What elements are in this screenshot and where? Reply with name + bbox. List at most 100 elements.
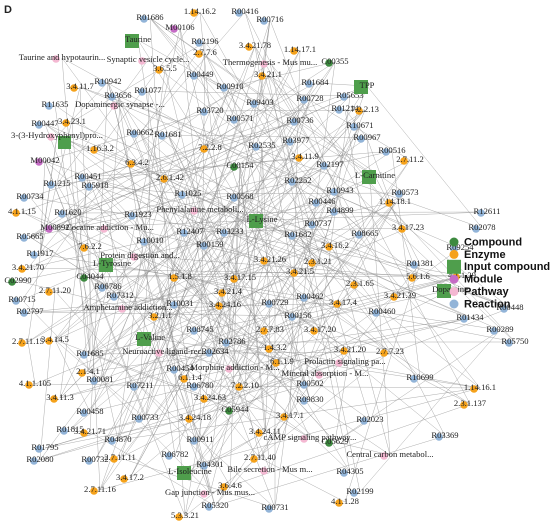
node-label: R05320 bbox=[201, 500, 228, 510]
edge bbox=[297, 315, 351, 351]
edge bbox=[269, 275, 463, 331]
edge bbox=[259, 457, 346, 503]
node-label: R00911 bbox=[187, 434, 214, 444]
edge bbox=[71, 121, 91, 355]
edge bbox=[67, 212, 119, 441]
reaction-node bbox=[250, 100, 258, 108]
pathway-node bbox=[260, 467, 268, 475]
enzyme-node bbox=[260, 327, 268, 335]
node-label: R00460 bbox=[368, 306, 395, 316]
node-label: 3.4.21.39 bbox=[384, 290, 416, 300]
edge bbox=[267, 74, 516, 343]
edge bbox=[199, 385, 481, 389]
edge bbox=[169, 177, 226, 306]
edge bbox=[139, 45, 256, 387]
edge bbox=[129, 304, 226, 479]
enzyme-node bbox=[155, 66, 163, 74]
reaction-node bbox=[500, 305, 508, 313]
edge bbox=[159, 74, 269, 317]
enzyme-node bbox=[230, 275, 238, 283]
edge bbox=[39, 61, 336, 461]
node-label: R00910 bbox=[216, 81, 243, 91]
reaction-node bbox=[140, 238, 148, 246]
reaction-node bbox=[265, 300, 273, 308]
node-label: R00446 bbox=[308, 196, 336, 206]
pathway-node bbox=[315, 371, 323, 379]
edge bbox=[29, 302, 344, 313]
reaction-node bbox=[288, 313, 296, 321]
edge bbox=[214, 261, 319, 353]
node-label: 1.14.16.1 bbox=[464, 382, 496, 392]
pathway-node bbox=[118, 305, 126, 313]
enzyme-node bbox=[290, 47, 298, 55]
reaction-node bbox=[190, 383, 198, 391]
node-label: 2.7.7.6 bbox=[193, 47, 217, 57]
reaction-node bbox=[505, 339, 513, 347]
node-label: TPP bbox=[360, 80, 375, 90]
enzyme-node bbox=[295, 154, 303, 162]
reaction-node bbox=[372, 309, 380, 317]
node-label: 4.1.1.28 bbox=[331, 496, 359, 506]
node-label: Morphine addiction - M... bbox=[190, 362, 279, 372]
reaction-node bbox=[140, 15, 148, 23]
reaction-node bbox=[12, 297, 20, 305]
node-label: 3.4.11.9 bbox=[291, 151, 319, 161]
node-label: R06782 bbox=[161, 449, 188, 459]
node-label: 3.4.11.3 bbox=[46, 392, 74, 402]
reaction-node bbox=[435, 433, 443, 441]
node-label: R00449 bbox=[186, 69, 213, 79]
input-node bbox=[137, 332, 151, 346]
node-label: 1.14.18.1 bbox=[379, 196, 411, 206]
node-label: Mineral absorption - M... bbox=[282, 368, 369, 378]
edge bbox=[274, 61, 336, 509]
edge bbox=[254, 45, 401, 297]
reaction-node bbox=[395, 190, 403, 198]
edge bbox=[187, 192, 406, 195]
edge bbox=[167, 134, 241, 279]
edge bbox=[117, 387, 481, 441]
reaction-node bbox=[90, 377, 98, 385]
enzyme-node bbox=[45, 288, 53, 296]
node-label: R09403 bbox=[246, 97, 273, 107]
module-node bbox=[35, 158, 43, 166]
reaction-node bbox=[320, 162, 328, 170]
node-label: L-Lysine bbox=[246, 214, 277, 224]
edge bbox=[244, 145, 263, 387]
enzyme-node bbox=[18, 339, 26, 347]
edge bbox=[297, 275, 463, 317]
edge bbox=[94, 61, 336, 461]
reaction-node bbox=[98, 79, 106, 87]
edge bbox=[209, 137, 368, 246]
module-node bbox=[45, 225, 53, 233]
edge bbox=[194, 192, 406, 419]
node-label: R10943 bbox=[326, 185, 353, 195]
edge bbox=[94, 244, 211, 461]
node-label: 2.7.11.2 bbox=[396, 154, 424, 164]
node-label: 7.2.2.10 bbox=[231, 380, 259, 390]
node-label: 5.3.3.21 bbox=[171, 510, 199, 520]
reaction-node bbox=[288, 178, 296, 186]
edge bbox=[204, 41, 481, 389]
edge bbox=[89, 271, 301, 278]
node-label: M00892 bbox=[40, 222, 69, 232]
node-label: 3.4.17.4 bbox=[329, 297, 358, 307]
reaction-node bbox=[477, 209, 485, 217]
edge bbox=[149, 17, 241, 120]
edge bbox=[69, 109, 366, 431]
node-label: Dopaminergic synapse -... bbox=[75, 99, 165, 109]
node-label: R01434 bbox=[456, 312, 484, 322]
edge bbox=[89, 49, 301, 413]
node-label: R01815 bbox=[56, 424, 83, 434]
edge bbox=[56, 135, 501, 331]
node-label: Bile secretion - Mus m... bbox=[227, 464, 312, 474]
node-label: 2.1.4.1 bbox=[76, 366, 100, 376]
node-label: R10699 bbox=[406, 372, 433, 382]
node-label: Protein digestion and... bbox=[100, 250, 179, 260]
edge bbox=[366, 137, 391, 456]
edge bbox=[129, 283, 361, 479]
enzyme-node bbox=[380, 349, 388, 357]
reaction-node bbox=[195, 39, 203, 47]
edge bbox=[267, 74, 411, 161]
edge bbox=[179, 27, 201, 211]
node-label: R01685 bbox=[76, 348, 103, 358]
